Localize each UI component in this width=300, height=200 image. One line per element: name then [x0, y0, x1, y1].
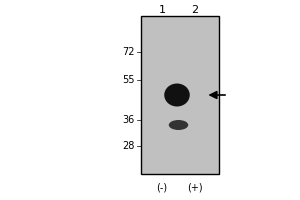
Text: (-): (-) [156, 183, 168, 193]
Text: 2: 2 [191, 5, 199, 15]
Text: 55: 55 [122, 75, 135, 85]
Text: 1: 1 [158, 5, 166, 15]
Text: 28: 28 [123, 141, 135, 151]
Ellipse shape [169, 120, 188, 130]
Bar [141, 16, 219, 174]
Text: 36: 36 [123, 115, 135, 125]
Text: (+): (+) [187, 183, 203, 193]
Ellipse shape [164, 84, 190, 106]
Text: 72: 72 [122, 47, 135, 57]
